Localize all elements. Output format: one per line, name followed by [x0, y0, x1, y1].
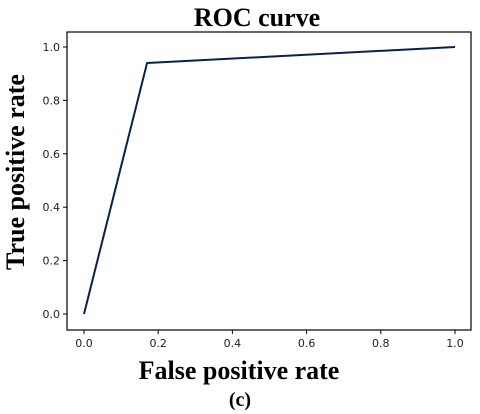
- x-axis-label: False positive rate: [139, 356, 340, 385]
- y-tick-label: 0.6: [43, 148, 61, 161]
- chart-title: ROC curve: [194, 3, 320, 32]
- roc-curve-line: [83, 46, 456, 315]
- plot-frame: [66, 31, 472, 331]
- x-tick-label: 0.0: [75, 337, 93, 350]
- y-tick-label: 1.0: [43, 41, 61, 54]
- x-tick-label: 0.2: [149, 337, 167, 350]
- y-tick-label: 0.2: [43, 255, 61, 268]
- y-tick-label: 0.8: [43, 94, 61, 107]
- x-tick-label: 0.8: [372, 337, 390, 350]
- x-axis-ticks: 0.0 0.2 0.4 0.6 0.8 1.0: [75, 330, 464, 350]
- y-tick-label: 0.0: [43, 308, 61, 321]
- x-tick-label: 0.6: [298, 337, 316, 350]
- x-tick-label: 1.0: [446, 337, 464, 350]
- series-layer: [83, 46, 456, 315]
- figure-caption: (c): [229, 389, 251, 411]
- x-tick-label: 0.4: [224, 337, 242, 350]
- y-axis-ticks: 0.0 0.2 0.4 0.6 0.8 1.0: [43, 41, 67, 321]
- y-axis-label: True positive rate: [1, 74, 30, 270]
- y-tick-label: 0.4: [43, 201, 61, 214]
